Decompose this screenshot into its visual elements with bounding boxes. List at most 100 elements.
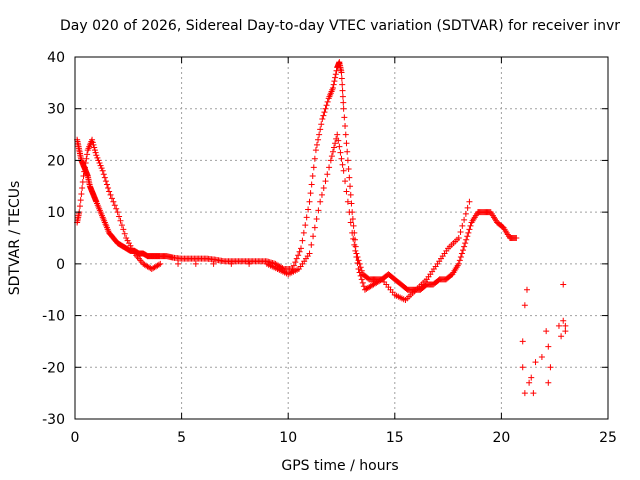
data-point — [306, 250, 313, 257]
data-point-interp — [89, 139, 96, 146]
data-point-interp — [299, 237, 306, 244]
data-point — [519, 364, 526, 371]
data-point-interp — [296, 248, 303, 255]
data-point-interp — [326, 164, 333, 171]
data-point — [349, 229, 356, 236]
data-point — [344, 157, 351, 164]
data-point-interp — [95, 157, 102, 164]
data-point-interp — [127, 242, 134, 249]
data-point-interp — [347, 183, 354, 190]
data-point-interp — [339, 93, 346, 100]
data-point — [521, 390, 528, 397]
plot-frame — [74, 56, 609, 420]
data-point-interp — [377, 277, 384, 284]
data-point-interp — [324, 98, 331, 105]
data-point-interp — [77, 197, 84, 204]
data-point-interp — [97, 162, 104, 169]
data-point — [455, 235, 462, 241]
data-point-interp — [341, 114, 348, 121]
data-point-interp — [175, 260, 182, 267]
data-point-interp — [121, 230, 128, 237]
data-point-interp — [354, 259, 361, 266]
data-point-interp — [342, 122, 349, 129]
data-point — [532, 359, 539, 366]
data-point-interp — [347, 219, 354, 226]
data-point-interp — [337, 149, 344, 156]
data-point — [319, 116, 326, 123]
data-point-interp — [311, 155, 318, 162]
data-point — [327, 157, 334, 164]
data-point-interp — [81, 164, 88, 171]
y-axis-label: SDTVAR / TECUs — [7, 181, 23, 296]
data-point-interp — [340, 99, 347, 106]
data-point — [562, 322, 569, 329]
data-point — [317, 198, 324, 205]
data-point — [545, 343, 552, 350]
data-point-interp — [329, 148, 336, 155]
x-tick-label: 0 — [71, 430, 80, 446]
data-point-interp — [342, 178, 349, 185]
data-point-interp — [344, 148, 351, 155]
data-point — [99, 167, 106, 174]
data-point-interp — [344, 198, 351, 205]
data-point-interp — [353, 253, 360, 260]
chart-title: Day 020 of 2026, Sidereal Day-to-day VTE… — [60, 18, 620, 34]
data-point-interp — [302, 222, 309, 229]
y-tick-label: -30 — [42, 412, 65, 428]
data-point-interp — [102, 178, 109, 185]
data-point-interp — [81, 168, 88, 175]
data-point — [547, 364, 554, 371]
data-point-interp — [126, 240, 133, 247]
data-point-interp — [342, 131, 349, 138]
data-point — [114, 209, 121, 216]
data-point-interp — [108, 195, 115, 202]
y-tick-label: 20 — [47, 153, 65, 169]
data-point-interp — [336, 143, 343, 150]
data-point — [462, 240, 469, 247]
data-point-interp — [323, 102, 330, 109]
data-point-interp — [113, 205, 120, 212]
data-point — [543, 328, 550, 335]
x-tick-label: 15 — [386, 430, 404, 446]
data-point-interp — [315, 136, 322, 143]
data-point — [560, 281, 567, 288]
data-point — [538, 353, 545, 360]
data-point-interp — [348, 200, 355, 207]
data-point-interp — [120, 226, 127, 233]
data-point-interp — [83, 155, 90, 162]
data-point-interp — [311, 224, 318, 231]
data-point-interp — [358, 276, 365, 283]
data-point-interp — [321, 109, 328, 116]
data-point-interp — [461, 216, 468, 223]
data-point-interp — [320, 112, 327, 119]
y-tick-label: -20 — [42, 360, 65, 376]
data-point-interp — [98, 165, 105, 172]
data-point — [562, 328, 569, 335]
data-point-interp — [318, 121, 325, 128]
data-point-interp — [307, 190, 314, 197]
data-point-interp — [459, 222, 466, 229]
data-point-interp — [116, 213, 123, 220]
y-tick-label: 0 — [56, 257, 65, 273]
data-point — [545, 379, 552, 386]
data-point-interp — [466, 226, 473, 233]
data-point-interp — [192, 260, 199, 267]
data-point-interp — [105, 185, 112, 192]
data-point-interp — [308, 241, 315, 248]
data-point-interp — [324, 171, 331, 178]
data-point-interp — [309, 172, 316, 179]
data-point-interp — [322, 178, 329, 185]
data-point — [558, 333, 565, 340]
data-point-interp — [346, 174, 353, 181]
data-point-interp — [349, 216, 356, 223]
data-point-interp — [331, 144, 338, 151]
x-tick-label: 20 — [492, 430, 510, 446]
gridlines — [75, 57, 608, 419]
data-point — [80, 172, 87, 179]
data-point — [555, 322, 562, 329]
data-point-interp — [103, 181, 110, 188]
data-point — [455, 260, 462, 267]
data-point-interp — [110, 198, 117, 205]
data-point — [312, 147, 319, 154]
data-point-interp — [79, 178, 86, 185]
